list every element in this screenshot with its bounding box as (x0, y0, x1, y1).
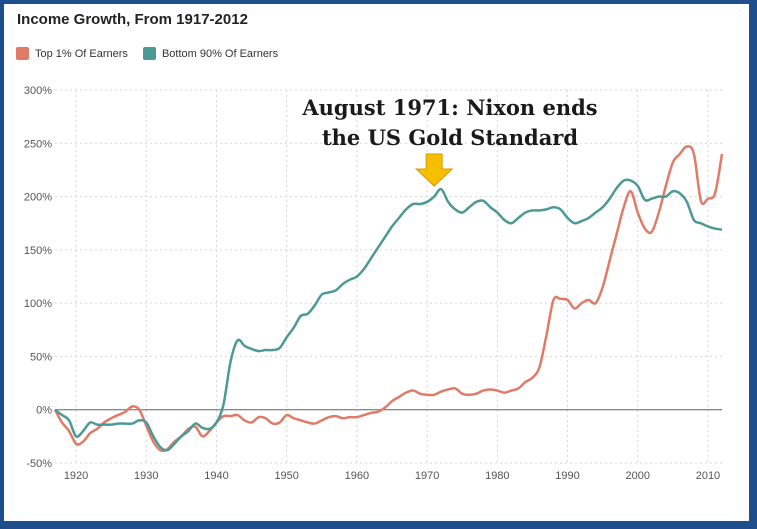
x-tick-label: 1950 (274, 470, 298, 482)
x-tick-label: 1930 (134, 470, 158, 482)
legend-swatch-bottom-90 (142, 47, 156, 60)
y-tick-label: 50% (30, 351, 52, 363)
x-tick-label: 2000 (626, 470, 650, 482)
x-tick-label: 2010 (696, 470, 720, 482)
legend-label-bottom-90: Bottom 90% Of Earners (161, 47, 279, 60)
y-tick-label: 250% (24, 138, 52, 150)
annotation-line-2: the US Gold Standard (321, 125, 579, 150)
legend-swatch-top-1 (16, 47, 29, 60)
annotation-text: August 1971: Nixon ends the US Gold Stan… (290, 93, 610, 153)
down-arrow-icon (414, 153, 454, 187)
y-tick-label: -50% (26, 458, 52, 470)
x-tick-label: 1990 (555, 470, 579, 482)
x-tick-label: 1980 (485, 470, 509, 482)
x-tick-label: 1960 (345, 470, 369, 482)
legend-item-top-1[interactable]: Top 1% Of Earners (16, 47, 128, 60)
x-tick-label: 1940 (204, 470, 228, 482)
chart-title: Income Growth, From 1917-2012 (17, 11, 248, 28)
y-tick-label: 0% (36, 405, 52, 417)
y-tick-label: 150% (24, 245, 52, 257)
chart-legend: Top 1% Of Earners Bottom 90% Of Earners (16, 47, 293, 60)
y-tick-label: 300% (24, 85, 52, 97)
series-line-top-1 (53, 145, 724, 453)
x-tick-label: 1920 (64, 470, 88, 482)
legend-item-bottom-90[interactable]: Bottom 90% Of Earners (142, 47, 279, 60)
y-tick-label: 200% (24, 192, 52, 204)
annotation-line-1: August 1971: Nixon ends (302, 95, 598, 120)
y-tick-label: 100% (24, 298, 52, 310)
legend-label-top-1: Top 1% Of Earners (35, 47, 128, 60)
series-line-bottom-90 (54, 178, 723, 452)
x-tick-label: 1970 (415, 470, 439, 482)
